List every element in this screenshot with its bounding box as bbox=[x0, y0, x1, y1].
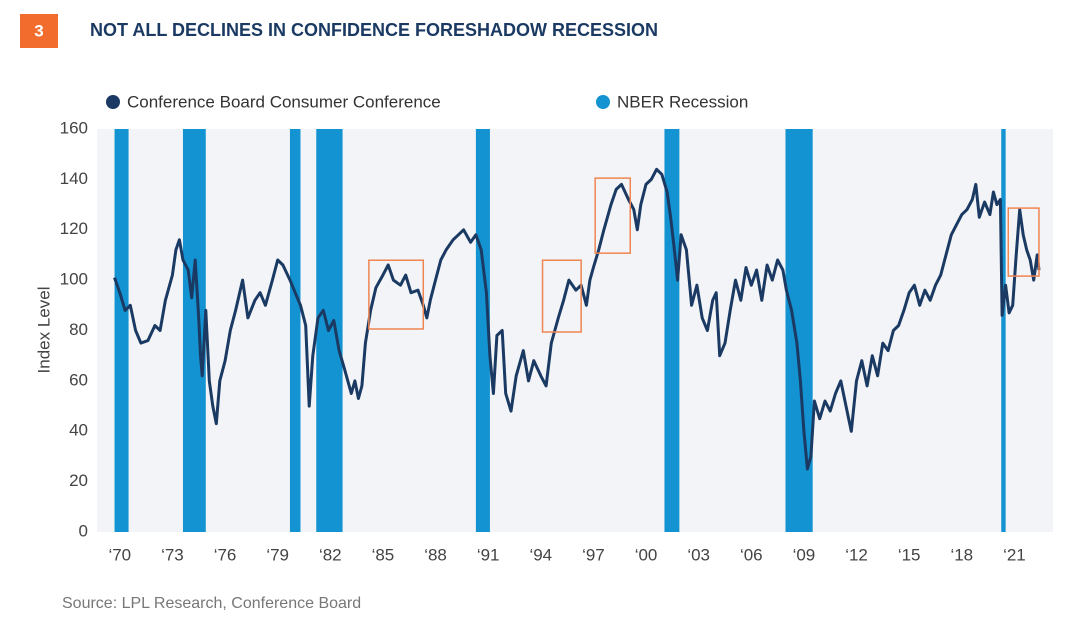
x-tick-label: ‘91 bbox=[477, 545, 500, 564]
chart-title: NOT ALL DECLINES IN CONFIDENCE FORESHADO… bbox=[90, 20, 658, 40]
highlight-box bbox=[1007, 207, 1040, 277]
y-tick-label: 160 bbox=[60, 118, 88, 137]
y-tick-label: 60 bbox=[69, 370, 88, 389]
x-tick-label: ‘21 bbox=[1003, 545, 1026, 564]
y-tick-label: 20 bbox=[69, 471, 88, 490]
x-tick-label: ‘06 bbox=[740, 545, 763, 564]
x-tick-label: ‘94 bbox=[529, 545, 552, 564]
recession-band bbox=[1001, 129, 1006, 532]
legend-swatch bbox=[106, 95, 120, 109]
x-tick-label: ‘88 bbox=[424, 545, 447, 564]
highlight-box bbox=[594, 177, 632, 254]
recession-band bbox=[785, 129, 813, 532]
recession-band bbox=[475, 129, 490, 532]
x-tick-label: ‘85 bbox=[372, 545, 395, 564]
x-tick-label: ‘70 bbox=[108, 545, 131, 564]
x-tick-label: ‘12 bbox=[845, 545, 868, 564]
y-tick-label: 80 bbox=[69, 320, 88, 339]
figure-number: 3 bbox=[34, 21, 43, 40]
recession-band bbox=[114, 129, 129, 532]
y-axis-label: Index Level bbox=[34, 287, 53, 374]
legend-swatch bbox=[596, 95, 610, 109]
x-tick-label: ‘00 bbox=[635, 545, 658, 564]
recession-band bbox=[182, 129, 206, 532]
confidence-line bbox=[113, 167, 1041, 471]
y-tick-label: 40 bbox=[69, 421, 88, 440]
x-tick-label: ‘15 bbox=[898, 545, 921, 564]
x-tick-label: ‘09 bbox=[793, 545, 816, 564]
x-tick-label: ‘82 bbox=[319, 545, 342, 564]
x-tick-label: ‘73 bbox=[161, 545, 184, 564]
x-tick-label: ‘03 bbox=[687, 545, 710, 564]
x-tick-label: ‘18 bbox=[950, 545, 973, 564]
legend-label: Conference Board Consumer Conference bbox=[127, 92, 441, 111]
y-tick-label: 120 bbox=[60, 219, 88, 238]
figure-badge bbox=[20, 14, 58, 48]
recession-band bbox=[664, 129, 680, 532]
x-tick-label: ‘79 bbox=[266, 545, 289, 564]
x-tick-label: ‘76 bbox=[214, 545, 237, 564]
y-tick-label: 0 bbox=[79, 521, 88, 540]
source-note: Source: LPL Research, Conference Board bbox=[62, 595, 361, 612]
recession-band bbox=[289, 129, 301, 532]
y-tick-label: 140 bbox=[60, 169, 88, 188]
highlight-box bbox=[541, 259, 582, 333]
legend-label: NBER Recession bbox=[617, 92, 748, 111]
highlight-box bbox=[368, 259, 425, 330]
plot-area bbox=[97, 129, 1053, 532]
y-tick-label: 100 bbox=[60, 270, 88, 289]
x-tick-label: ‘97 bbox=[582, 545, 605, 564]
